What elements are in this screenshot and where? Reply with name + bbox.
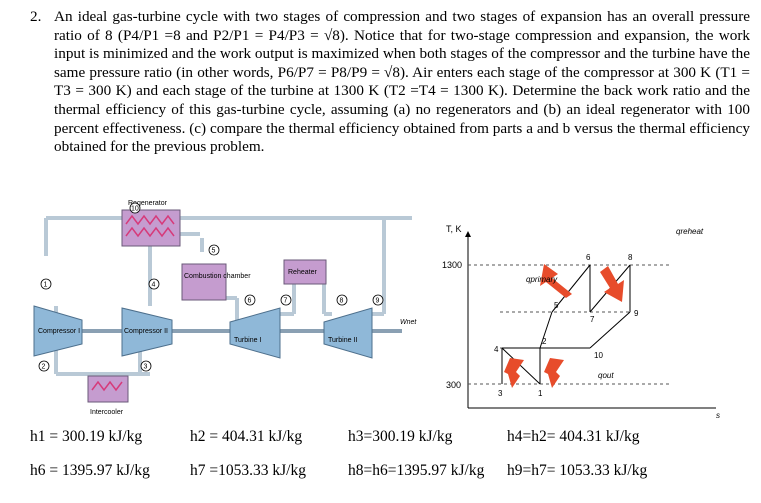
label-reheater: Reheater bbox=[288, 269, 317, 276]
label-compressor-1: Compressor I bbox=[38, 328, 80, 335]
svg-text:9: 9 bbox=[376, 298, 380, 305]
svg-text:8: 8 bbox=[340, 298, 344, 305]
q-reheat-arrow bbox=[600, 266, 624, 302]
ts-state-10: 10 bbox=[594, 351, 603, 360]
enthalpy-h9: h9=h7= 1053.33 kJ/kg bbox=[507, 462, 648, 479]
q-out-arrow-1 bbox=[504, 358, 524, 388]
reheater-box bbox=[283, 259, 327, 285]
svg-text:3: 3 bbox=[144, 364, 148, 371]
ts-state-3: 3 bbox=[498, 389, 503, 398]
enthalpy-h6: h6 = 1395.97 kJ/kg bbox=[30, 462, 150, 479]
state-marker-7: 7 bbox=[280, 294, 292, 306]
svg-text:2: 2 bbox=[42, 364, 46, 371]
state-marker-4: 4 bbox=[148, 278, 160, 290]
svg-text:7: 7 bbox=[284, 298, 288, 305]
ts-state-2: 2 bbox=[542, 337, 547, 346]
ts-state-5: 5 bbox=[554, 301, 559, 310]
state-marker-1: 1 bbox=[40, 278, 52, 290]
y-axis-label: T, K bbox=[446, 224, 462, 234]
label-intercooler: Intercooler bbox=[90, 409, 124, 416]
ts-state-9: 9 bbox=[634, 309, 639, 318]
enthalpy-h3: h3=300.19 kJ/kg bbox=[348, 428, 453, 445]
ts-state-4: 4 bbox=[494, 345, 499, 354]
ts-state-7: 7 bbox=[590, 315, 595, 324]
regenerator-box bbox=[121, 209, 181, 247]
problem-number: 2. bbox=[30, 8, 42, 25]
ts-state-6: 6 bbox=[586, 253, 591, 262]
state-marker-8: 8 bbox=[336, 294, 348, 306]
svg-text:4: 4 bbox=[152, 282, 156, 289]
enthalpy-h2: h2 = 404.31 kJ/kg bbox=[190, 428, 303, 445]
q-reheat-label: qreheat bbox=[676, 227, 704, 236]
label-compressor-2: Compressor II bbox=[124, 328, 168, 335]
compressor-1-shape bbox=[33, 305, 83, 357]
t-high-label: 1300 bbox=[442, 260, 462, 270]
state-marker-10: 10 bbox=[129, 202, 141, 214]
enthalpy-h7: h7 =1053.33 kJ/kg bbox=[190, 462, 306, 479]
problem-text: An ideal gas-turbine cycle with two stag… bbox=[54, 8, 750, 156]
svg-text:10: 10 bbox=[131, 206, 139, 213]
intercooler-box bbox=[87, 375, 129, 403]
label-regenerator: Regenerator bbox=[128, 200, 168, 207]
state-marker-3: 3 bbox=[140, 360, 152, 372]
state-marker-6: 6 bbox=[244, 294, 256, 306]
x-axis-label: s bbox=[716, 411, 720, 418]
q-primary-arrow bbox=[540, 264, 572, 298]
q-out-arrow-2 bbox=[544, 358, 564, 388]
ts-diagram: T, K s 1300 300 qprimary qreheat qout 1 … bbox=[442, 224, 720, 418]
label-combustion: Combustion chamber bbox=[184, 273, 251, 280]
label-wnet: Wnet bbox=[400, 319, 417, 326]
enthalpy-h8: h8=h6=1395.97 kJ/kg bbox=[348, 462, 485, 479]
system-schematic: Regenerator Combustion chamber Reheater … bbox=[33, 200, 417, 416]
enthalpy-h4: h4=h2= 404.31 kJ/kg bbox=[507, 428, 640, 445]
ts-state-8: 8 bbox=[628, 253, 633, 262]
ts-state-1: 1 bbox=[538, 389, 543, 398]
q-out-label: qout bbox=[598, 371, 614, 380]
compressor-2-shape bbox=[121, 307, 173, 357]
svg-text:1: 1 bbox=[44, 282, 48, 289]
turbine-2-shape bbox=[323, 307, 373, 359]
t-low-label: 300 bbox=[446, 380, 461, 390]
state-marker-2: 2 bbox=[38, 360, 50, 372]
combustion-chamber-box bbox=[181, 263, 227, 301]
q-primary-label: qprimary bbox=[526, 275, 558, 284]
svg-text:6: 6 bbox=[248, 298, 252, 305]
state-marker-5: 5 bbox=[208, 244, 220, 256]
svg-text:5: 5 bbox=[212, 248, 216, 255]
turbine-1-shape bbox=[229, 307, 281, 359]
label-turbine-2: Turbine II bbox=[328, 337, 357, 344]
label-turbine-1: Turbine I bbox=[234, 337, 261, 344]
state-marker-9: 9 bbox=[372, 294, 384, 306]
enthalpy-h1: h1 = 300.19 kJ/kg bbox=[30, 428, 143, 445]
